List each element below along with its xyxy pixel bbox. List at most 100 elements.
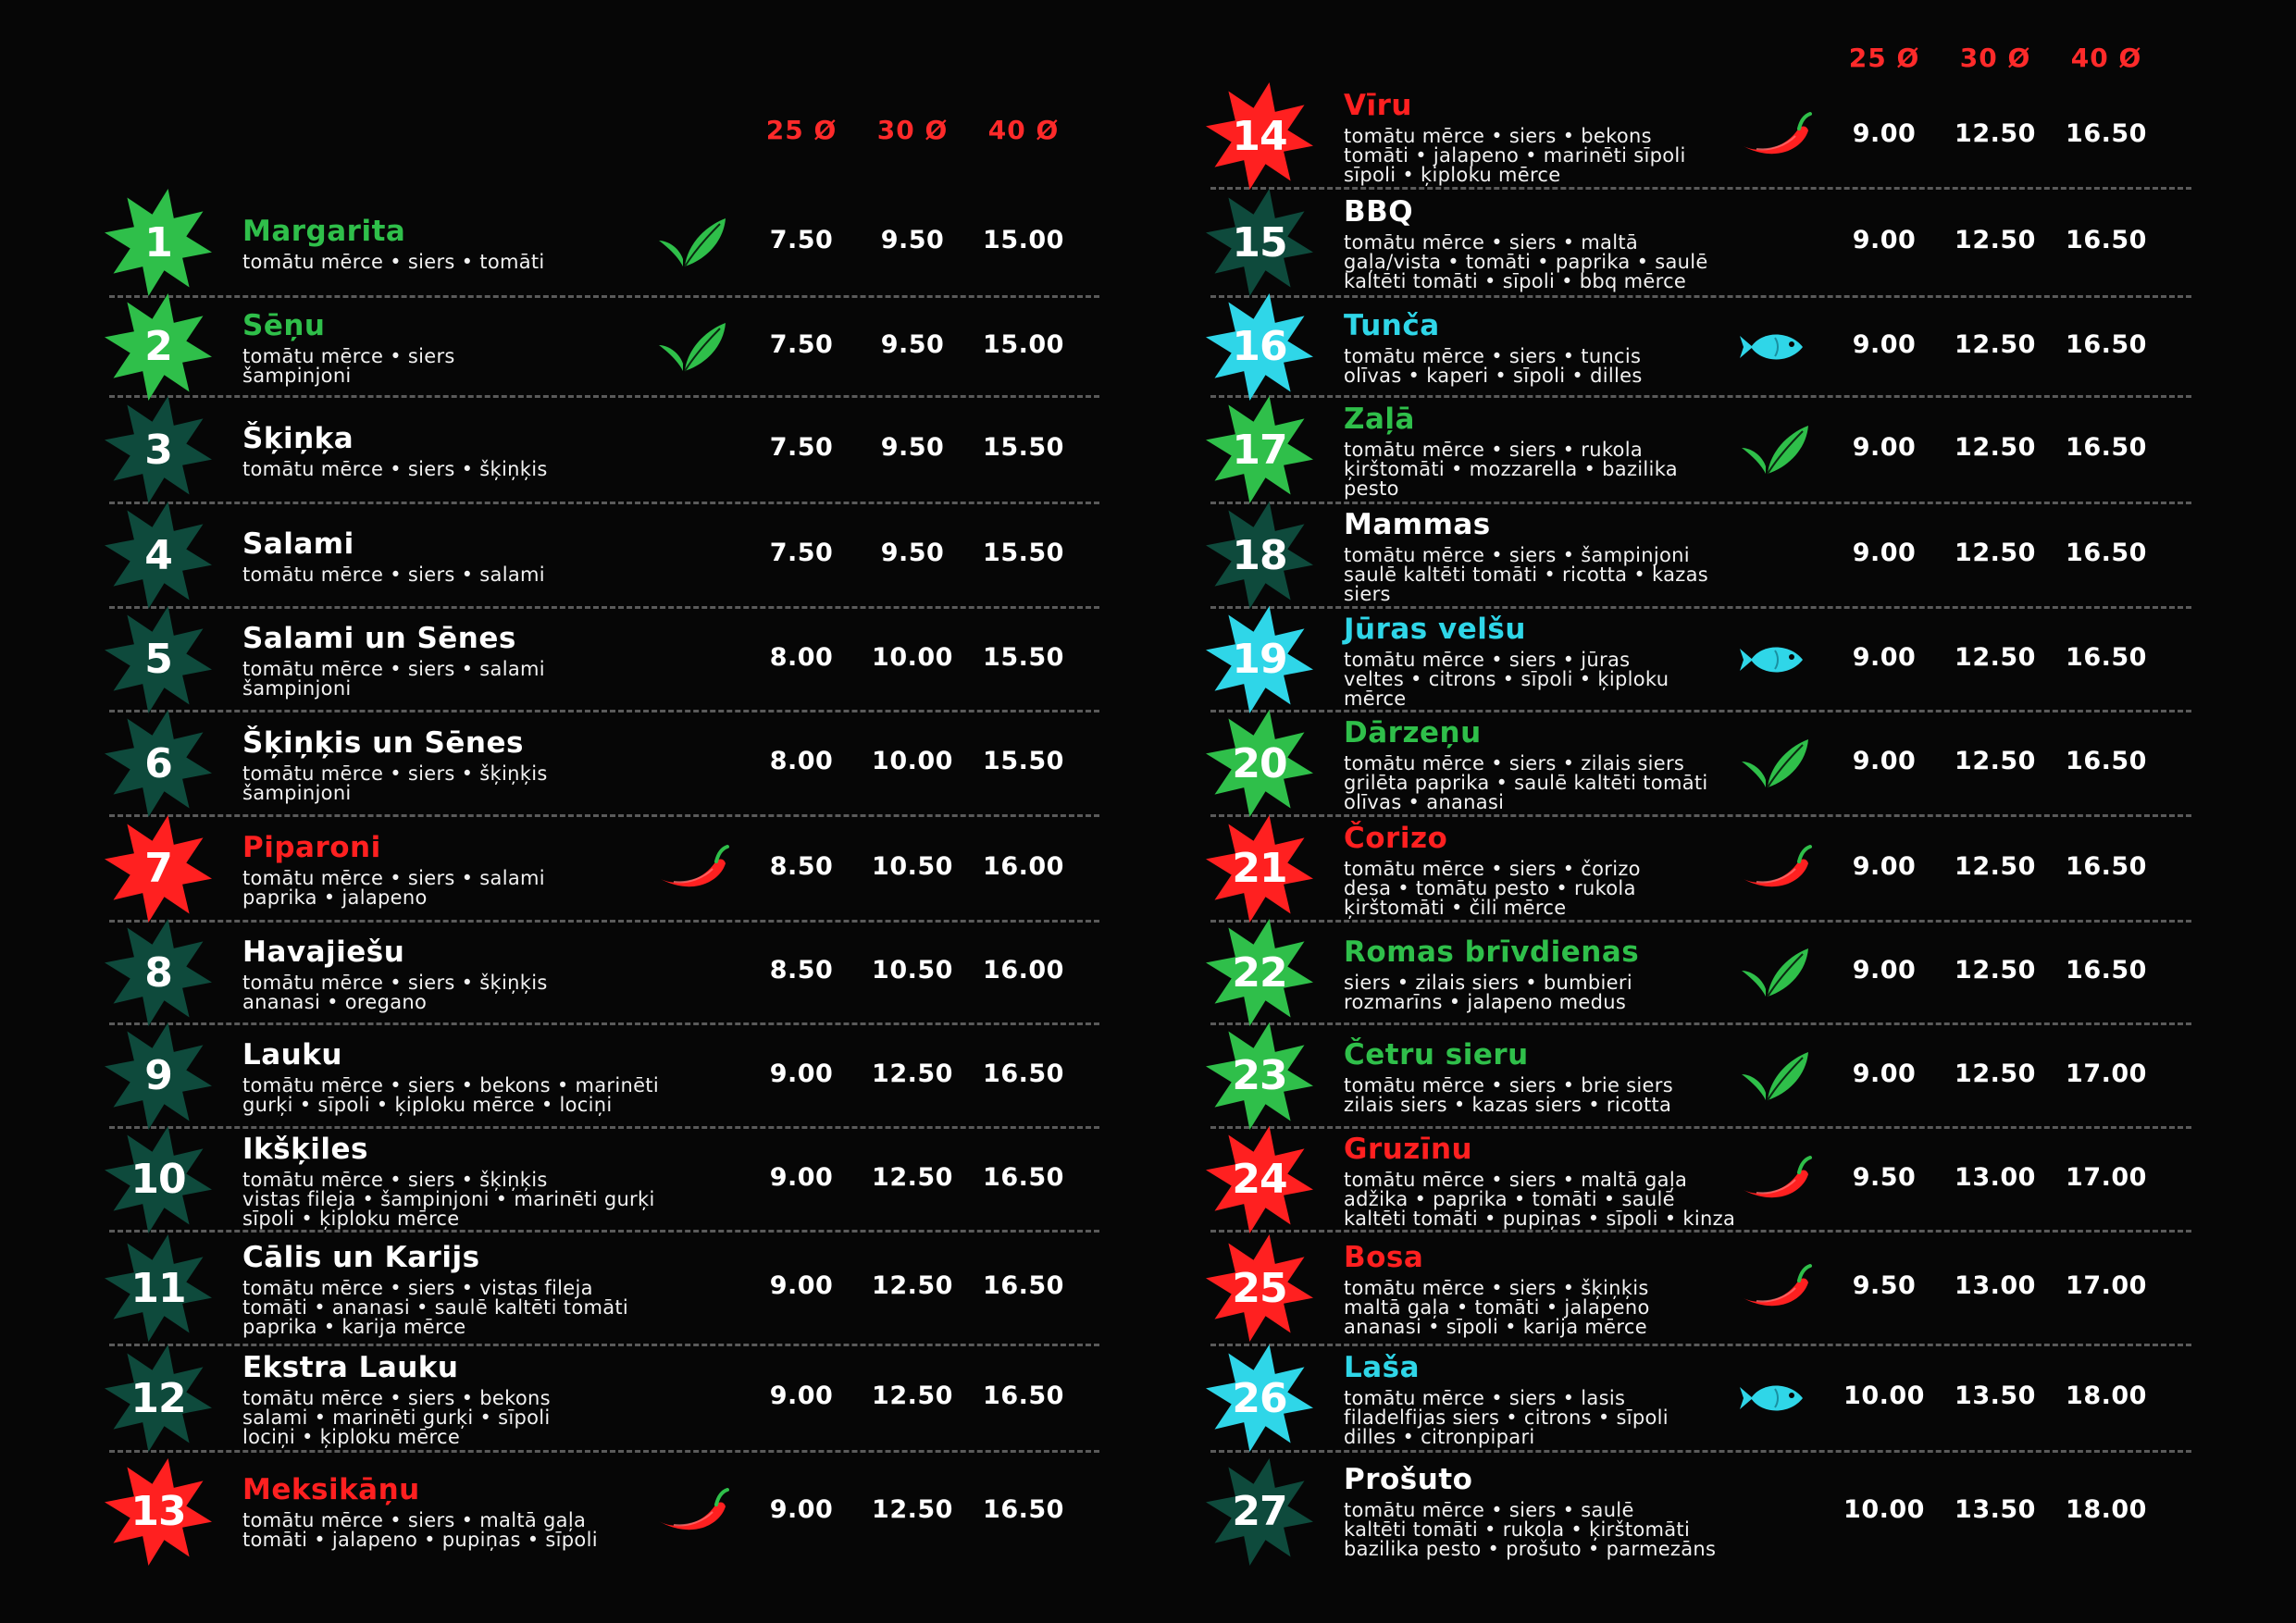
menu-item: 16 Tunča tomātu mērce • siers • tuncis olī… [1206, 292, 2191, 401]
number-badge: 9 [102, 1020, 215, 1133]
pizza-name: Margarita [242, 215, 406, 248]
pizza-name: Šķiņķa [242, 422, 354, 455]
pizza-name: Jūras velšu [1344, 612, 1526, 646]
price-25: 9.00 [1852, 642, 1917, 672]
price-row: 7.50 9.50 15.00 [746, 330, 1079, 359]
price-row: 9.00 12.50 16.50 [1829, 747, 2162, 775]
price-row: 9.00 12.50 16.50 [1829, 226, 2162, 254]
size-25-label: 25 Ø [765, 115, 838, 145]
chili-pepper-icon [1738, 841, 1812, 897]
menu-item: 18 Mammas tomātu mērce • siers • šampinjon… [1206, 502, 2191, 609]
price-25: 9.00 [1852, 956, 1917, 985]
number-badge: 19 [1203, 603, 1316, 716]
pizza-ingredients: tomātu mērce • siers • salami [242, 564, 545, 586]
leaf-icon [655, 215, 729, 270]
price-30: 12.50 [1955, 329, 2036, 359]
pizza-number: 16 [1232, 323, 1287, 370]
number-badge: 6 [102, 707, 215, 820]
pizza-ingredients: siers • zilais siers • bumbieri rozmarīn… [1344, 971, 1632, 1013]
menu-item: 1 Margarita tomātu mērce • siers • tomāti 7… [105, 189, 1099, 298]
pizza-number: 20 [1232, 739, 1287, 787]
chili-pepper-icon [1738, 108, 1812, 164]
number-badge: 13 [102, 1456, 215, 1568]
pizza-info: Lauku tomātu mērce • siers • bekons • mar… [242, 1039, 659, 1115]
price-40: 15.50 [983, 747, 1064, 775]
chili-pepper-icon [1738, 1152, 1812, 1208]
pizza-number: 25 [1232, 1264, 1287, 1312]
number-badge: 21 [1203, 812, 1316, 925]
pizza-ingredients: tomātu mērce • siers šampinjoni [242, 345, 455, 387]
pizza-ingredients: tomātu mērce • siers • šķiņķis maltā gaļ… [1344, 1277, 1650, 1338]
pizza-number: 7 [144, 845, 173, 892]
pizza-info: Tunča tomātu mērce • siers • tuncis olīva… [1344, 310, 1643, 386]
pizza-info: Vīru tomātu mērce • siers • bekons tomāti… [1344, 90, 1686, 185]
number-badge: 17 [1203, 393, 1316, 506]
fish-icon [1738, 1370, 1812, 1426]
pizza-ingredients: tomātu mērce • siers • šķiņķis ananasi •… [242, 971, 548, 1013]
price-25: 7.50 [769, 226, 834, 254]
pizza-name: Mammas [1344, 508, 1491, 541]
pizza-name: Četru sieru [1344, 1038, 1529, 1072]
pizza-info: Šķiņķa tomātu mērce • siers • šķiņķis [242, 423, 548, 479]
price-25: 9.00 [769, 1059, 834, 1088]
price-25: 8.50 [769, 851, 834, 881]
price-row: 9.00 12.50 17.00 [1829, 1059, 2162, 1088]
pizza-number: 18 [1232, 531, 1287, 579]
pizza-info: Prošuto tomātu mērce • siers • saulē kalt… [1344, 1464, 1716, 1559]
pizza-ingredients: tomātu mērce • siers • jūras veltes • ci… [1344, 648, 1669, 710]
pizza-name: Sēņu [242, 309, 326, 342]
pizza-info: Meksikāņu tomātu mērce • siers • maltā ga… [242, 1474, 598, 1550]
price-25: 9.50 [1852, 1162, 1917, 1192]
number-badge: 2 [102, 291, 215, 403]
pizza-ingredients: tomātu mērce • siers • šķiņķis vistas fi… [242, 1168, 655, 1230]
number-badge: 5 [102, 603, 215, 716]
menu-item: 8 Havajiešu tomātu mērce • siers • šķiņķis… [105, 919, 1099, 1026]
price-25: 7.50 [769, 539, 834, 567]
menu-item: 12 Ekstra Lauku tomātu mērce • siers • bek… [105, 1344, 1099, 1453]
price-40: 16.50 [983, 1162, 1064, 1192]
pizza-info: Ikšķiles tomātu mērce • siers • šķiņķis v… [242, 1134, 655, 1229]
price-row: 9.00 12.50 16.50 [1829, 643, 2162, 672]
pizza-name: BBQ [1344, 195, 1414, 229]
pizza-info: Šķiņķis un Sēnes tomātu mērce • siers • š… [242, 727, 548, 803]
price-30: 10.00 [872, 642, 953, 672]
pizza-ingredients: tomātu mērce • siers • bekons tomāti • j… [1344, 125, 1686, 186]
pizza-ingredients: tomātu mērce • siers • vistas fileja tom… [242, 1277, 629, 1338]
price-row: 9.50 13.00 17.00 [1829, 1163, 2162, 1192]
pizza-info: Zaļā tomātu mērce • siers • rukola ķiršto… [1344, 403, 1678, 499]
number-badge: 27 [1203, 1456, 1316, 1568]
pizza-ingredients: tomātu mērce • siers • šķiņķis šampinjon… [242, 762, 548, 804]
number-badge: 14 [1203, 80, 1316, 192]
price-40: 16.50 [2066, 851, 2147, 881]
pizza-number: 2 [144, 323, 173, 370]
menu-item: 27 Prošuto tomātu mērce • siers • saulē ka… [1206, 1453, 2191, 1570]
price-25: 9.50 [1852, 1271, 1917, 1300]
chili-pepper-icon [655, 841, 729, 897]
price-25: 9.00 [1852, 747, 1917, 775]
price-40: 18.00 [2066, 1381, 2147, 1410]
menu-item: 20 Dārzeņu tomātu mērce • siers • zilais s… [1206, 710, 2191, 817]
pizza-ingredients: tomātu mērce • siers • rukola ķirštomāti… [1344, 439, 1678, 500]
price-40: 17.00 [2066, 1059, 2147, 1088]
menu-item: 11 Cālis un Karijs tomātu mērce • siers • … [105, 1233, 1099, 1346]
price-25: 9.00 [1852, 433, 1917, 462]
pizza-info: Dārzeņu tomātu mērce • siers • zilais sie… [1344, 717, 1708, 812]
price-40: 16.50 [2066, 329, 2147, 359]
leaf-icon [1738, 945, 1812, 1000]
price-30: 12.50 [872, 1059, 953, 1088]
pizza-name: Zaļā [1344, 403, 1415, 436]
pizza-number: 19 [1232, 636, 1287, 683]
pizza-name: Havajiešu [242, 935, 405, 969]
pizza-info: Salami un Sēnes tomātu mērce • siers • sa… [242, 623, 545, 699]
price-30: 9.50 [880, 433, 945, 462]
price-25: 9.00 [769, 1494, 834, 1524]
price-30: 12.50 [872, 1271, 953, 1300]
pizza-ingredients: tomātu mērce • siers • salami šampinjoni [242, 658, 545, 700]
number-badge: 1 [102, 186, 215, 299]
price-25: 9.00 [1852, 539, 1917, 567]
pizza-info: Jūras velšu tomātu mērce • siers • jūras … [1344, 613, 1669, 709]
number-badge: 11 [102, 1232, 215, 1344]
pizza-info: Romas brīvdienas siers • zilais siers • b… [1344, 936, 1639, 1012]
menu-item: 22 Romas brīvdienas siers • zilais siers •… [1206, 919, 2191, 1026]
price-40: 16.50 [2066, 226, 2147, 254]
